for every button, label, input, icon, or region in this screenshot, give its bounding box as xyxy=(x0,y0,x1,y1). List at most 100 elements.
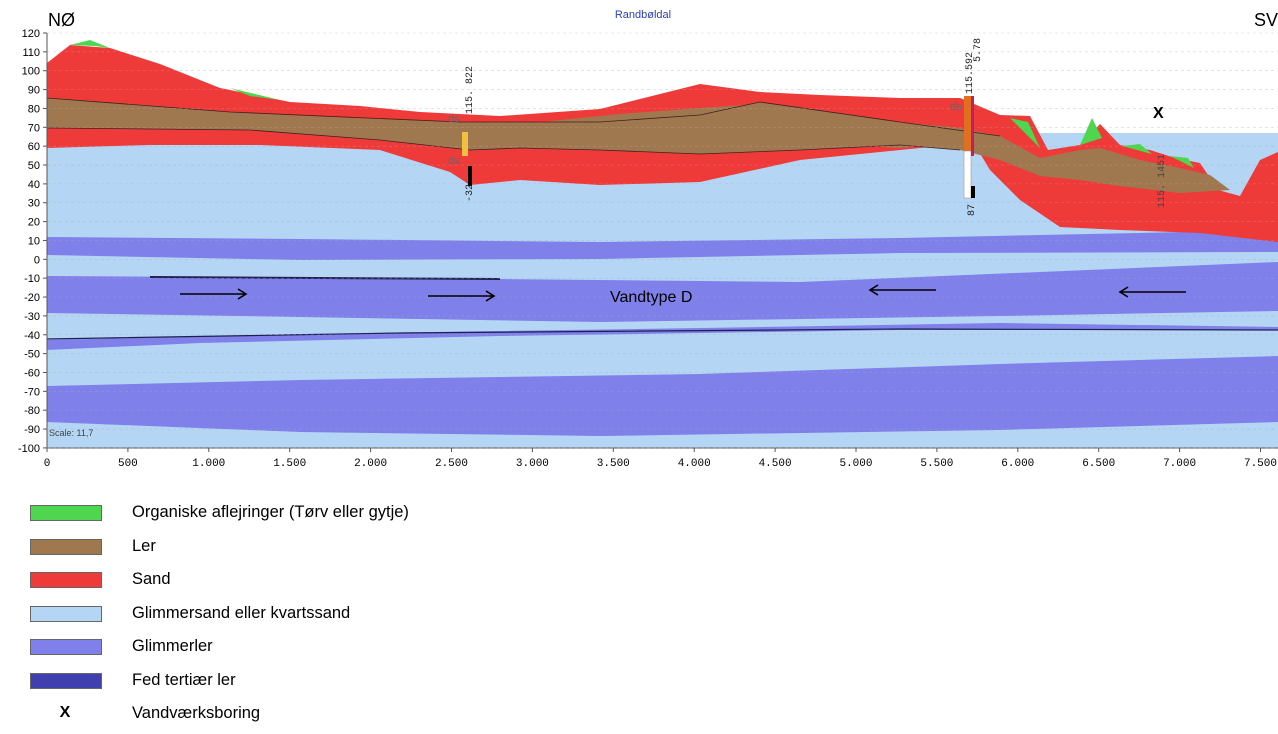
legend-label: Glimmersand eller kvartssand xyxy=(132,603,351,622)
x-tick-label: 3.500 xyxy=(597,458,630,470)
y-tick-label: 90 xyxy=(28,85,40,97)
y-tick-label: -30 xyxy=(24,311,40,323)
legend-swatch xyxy=(30,672,102,689)
y-ticks: 1201101009080706050403020100-10-20-30-40… xyxy=(18,28,1278,455)
clay-lens xyxy=(480,104,960,148)
y-tick-label: 110 xyxy=(22,47,40,59)
x-tick-label: 4.500 xyxy=(759,458,792,470)
legend-label: Fed tertiær ler xyxy=(132,670,236,689)
geological-cross-section: Randbøldal NØ SV 120 110 100 90 80 70 60 50 xyxy=(18,9,1278,470)
borehole-2-label-2: 5.78 xyxy=(973,38,984,62)
arrow-left-2 xyxy=(1118,286,1186,298)
y-tick-label: -90 xyxy=(24,424,40,436)
x-tick-label: 2.500 xyxy=(435,458,468,470)
scale-label: Scale: 11,7 xyxy=(49,428,93,438)
legend-item-fat-clay: Fed tertiær ler xyxy=(30,667,630,701)
boundary-line xyxy=(46,97,1001,137)
clay-layer xyxy=(47,98,1230,193)
mica-sand-bottom xyxy=(47,424,1278,448)
y-tick-label: 120 xyxy=(22,28,40,40)
y-tick-label: -60 xyxy=(24,367,40,379)
flow-arrows xyxy=(180,284,1186,302)
x-tick-label: 7.500 xyxy=(1244,458,1277,470)
y-tick-label: 10 xyxy=(28,235,40,247)
x-tick-label: 3.000 xyxy=(516,458,549,470)
borehole-2-ds: ds xyxy=(950,101,962,113)
borehole-3-label: 115. 1451 xyxy=(1157,154,1168,208)
legend-item-mica-sand: Glimmersand eller kvartssand xyxy=(30,600,630,634)
borehole-1-bottom-label: -32 xyxy=(465,184,476,202)
borehole-1-ds: ds xyxy=(448,113,460,125)
borehole-2-marker xyxy=(971,186,975,198)
legend-item-organic: Organiske aflejringer (Tørv eller gytje) xyxy=(30,499,630,533)
y-tick-label: 0 xyxy=(34,254,40,266)
y-tick-label: 80 xyxy=(28,103,40,115)
well-marker: X xyxy=(1153,105,1164,122)
legend: Organiske aflejringer (Tørv eller gytje)… xyxy=(30,499,630,734)
x-tick-label: 6.000 xyxy=(1001,458,1034,470)
y-tick-label: 50 xyxy=(28,160,40,172)
borehole-1-sand xyxy=(462,132,468,156)
legend-swatch xyxy=(30,639,102,655)
borehole-2-label: 115.592 xyxy=(965,52,976,94)
legend-swatch xyxy=(30,505,102,521)
x-mark-icon: X xyxy=(59,704,71,721)
legend-item-well: X Vandværksboring xyxy=(30,700,630,734)
y-tick-label: -80 xyxy=(24,405,40,417)
x-ticks: 0 500 1.000 1.500 2.000 2.500 3.000 3.500 4.000 4… xyxy=(44,448,1277,470)
x-tick-label: 5.500 xyxy=(920,458,953,470)
section-title: Randbøldal xyxy=(614,9,672,21)
y-tick-label: -70 xyxy=(24,386,40,398)
x-tick-label: 1.500 xyxy=(273,458,306,470)
section-plot: 1201101009080706050403020100-10-20-30-40… xyxy=(18,28,1278,470)
borehole-2-bottom xyxy=(963,150,972,199)
y-tick-label: -40 xyxy=(24,330,40,342)
direction-label-left: NØ xyxy=(48,10,75,30)
legend-label: Ler xyxy=(132,536,156,555)
glimmerler-band-1 xyxy=(47,230,1278,260)
x-tick-label: 2.000 xyxy=(354,458,387,470)
borehole-2-top xyxy=(964,96,971,151)
x-tick-label: 6.500 xyxy=(1082,458,1115,470)
organic-2 xyxy=(230,88,280,100)
layer-boundary xyxy=(46,328,1278,340)
arrow-right-1 xyxy=(180,288,248,300)
glimmerler-band-2 xyxy=(47,262,1278,322)
legend-swatch xyxy=(30,538,102,555)
direction-label-right: SV xyxy=(1254,10,1278,30)
boundary-line xyxy=(46,127,961,155)
water-type-label: Vandtype D xyxy=(610,289,692,306)
borehole-1-label: 115. 822 xyxy=(465,66,476,114)
organic-5 xyxy=(1122,144,1152,154)
y-tick-label: -50 xyxy=(24,349,40,361)
legend-item-mica-clay: Glimmerler xyxy=(30,633,630,667)
x-tick-label: 5.000 xyxy=(839,458,872,470)
legend-item-clay: Ler xyxy=(30,533,630,567)
x-tick-label: 1.000 xyxy=(192,458,225,470)
arrow-left-1 xyxy=(868,284,936,296)
y-tick-label: 30 xyxy=(28,198,40,210)
legend-label: Sand xyxy=(132,570,171,588)
legend-label: Vandværksboring xyxy=(132,704,261,722)
y-tick-label: -10 xyxy=(24,273,40,285)
legend-label: Glimmerler xyxy=(132,637,213,655)
y-tick-label: 100 xyxy=(22,66,40,78)
y-tick-label: 20 xyxy=(28,217,40,229)
y-tick-label: 60 xyxy=(28,141,40,153)
y-tick-label: 40 xyxy=(28,179,40,191)
legend-item-sand: Sand xyxy=(30,566,630,600)
legend-swatch xyxy=(30,605,102,622)
borehole-1-ds2: ds xyxy=(448,155,460,167)
y-tick-label: 70 xyxy=(28,122,40,134)
x-tick-label: 4.000 xyxy=(678,458,711,470)
legend-swatch xyxy=(30,572,102,588)
y-tick-label: -100 xyxy=(18,443,40,455)
borehole-2-bottom-label: 87 xyxy=(967,204,978,216)
organic-4 xyxy=(1080,118,1102,145)
borehole-1-bottom xyxy=(468,166,472,186)
arrow-right-2 xyxy=(428,290,496,302)
glimmerler-band-4 xyxy=(47,356,1278,436)
borehole-2-strip xyxy=(971,96,974,156)
x-tick-label: 7.000 xyxy=(1163,458,1196,470)
x-tick-label: 500 xyxy=(118,458,138,470)
